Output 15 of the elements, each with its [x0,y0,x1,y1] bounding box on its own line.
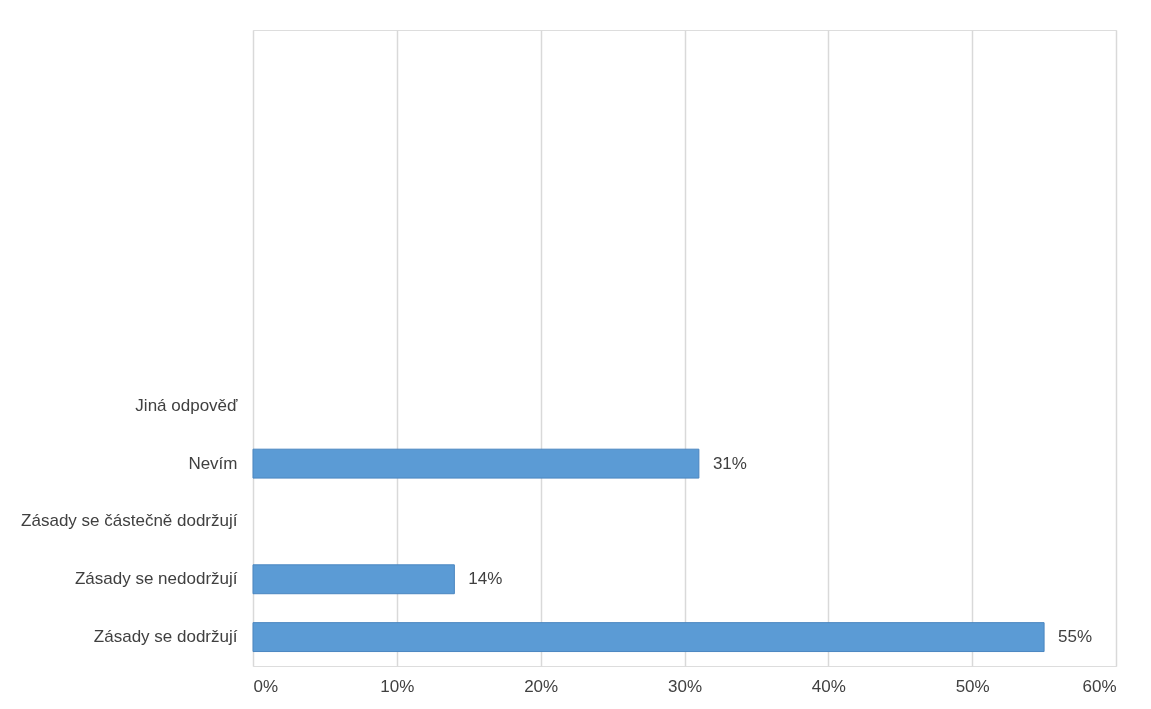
data-label: 14% [468,569,503,589]
y-tick-label: Nevím [188,453,238,473]
x-tick-label: 30% [667,676,703,696]
x-tick-label: 40% [811,676,846,696]
y-tick-label: Zásady se částečně dodržují [21,511,238,531]
x-tick-label: 20% [524,676,559,696]
x-tick-label: 50% [955,676,990,696]
x-tick-label: 10% [380,676,415,696]
y-tick-label: Jiná odpověď [135,395,239,415]
y-tick-label: Zásady se nedodržují [74,569,238,589]
data-label: 31% [712,453,747,473]
data-label: 55% [1058,627,1093,647]
x-tick-label: 60% [1082,676,1117,696]
x-tick-label: 0% [253,676,279,696]
y-tick-label: Zásady se dodržují [93,627,238,647]
